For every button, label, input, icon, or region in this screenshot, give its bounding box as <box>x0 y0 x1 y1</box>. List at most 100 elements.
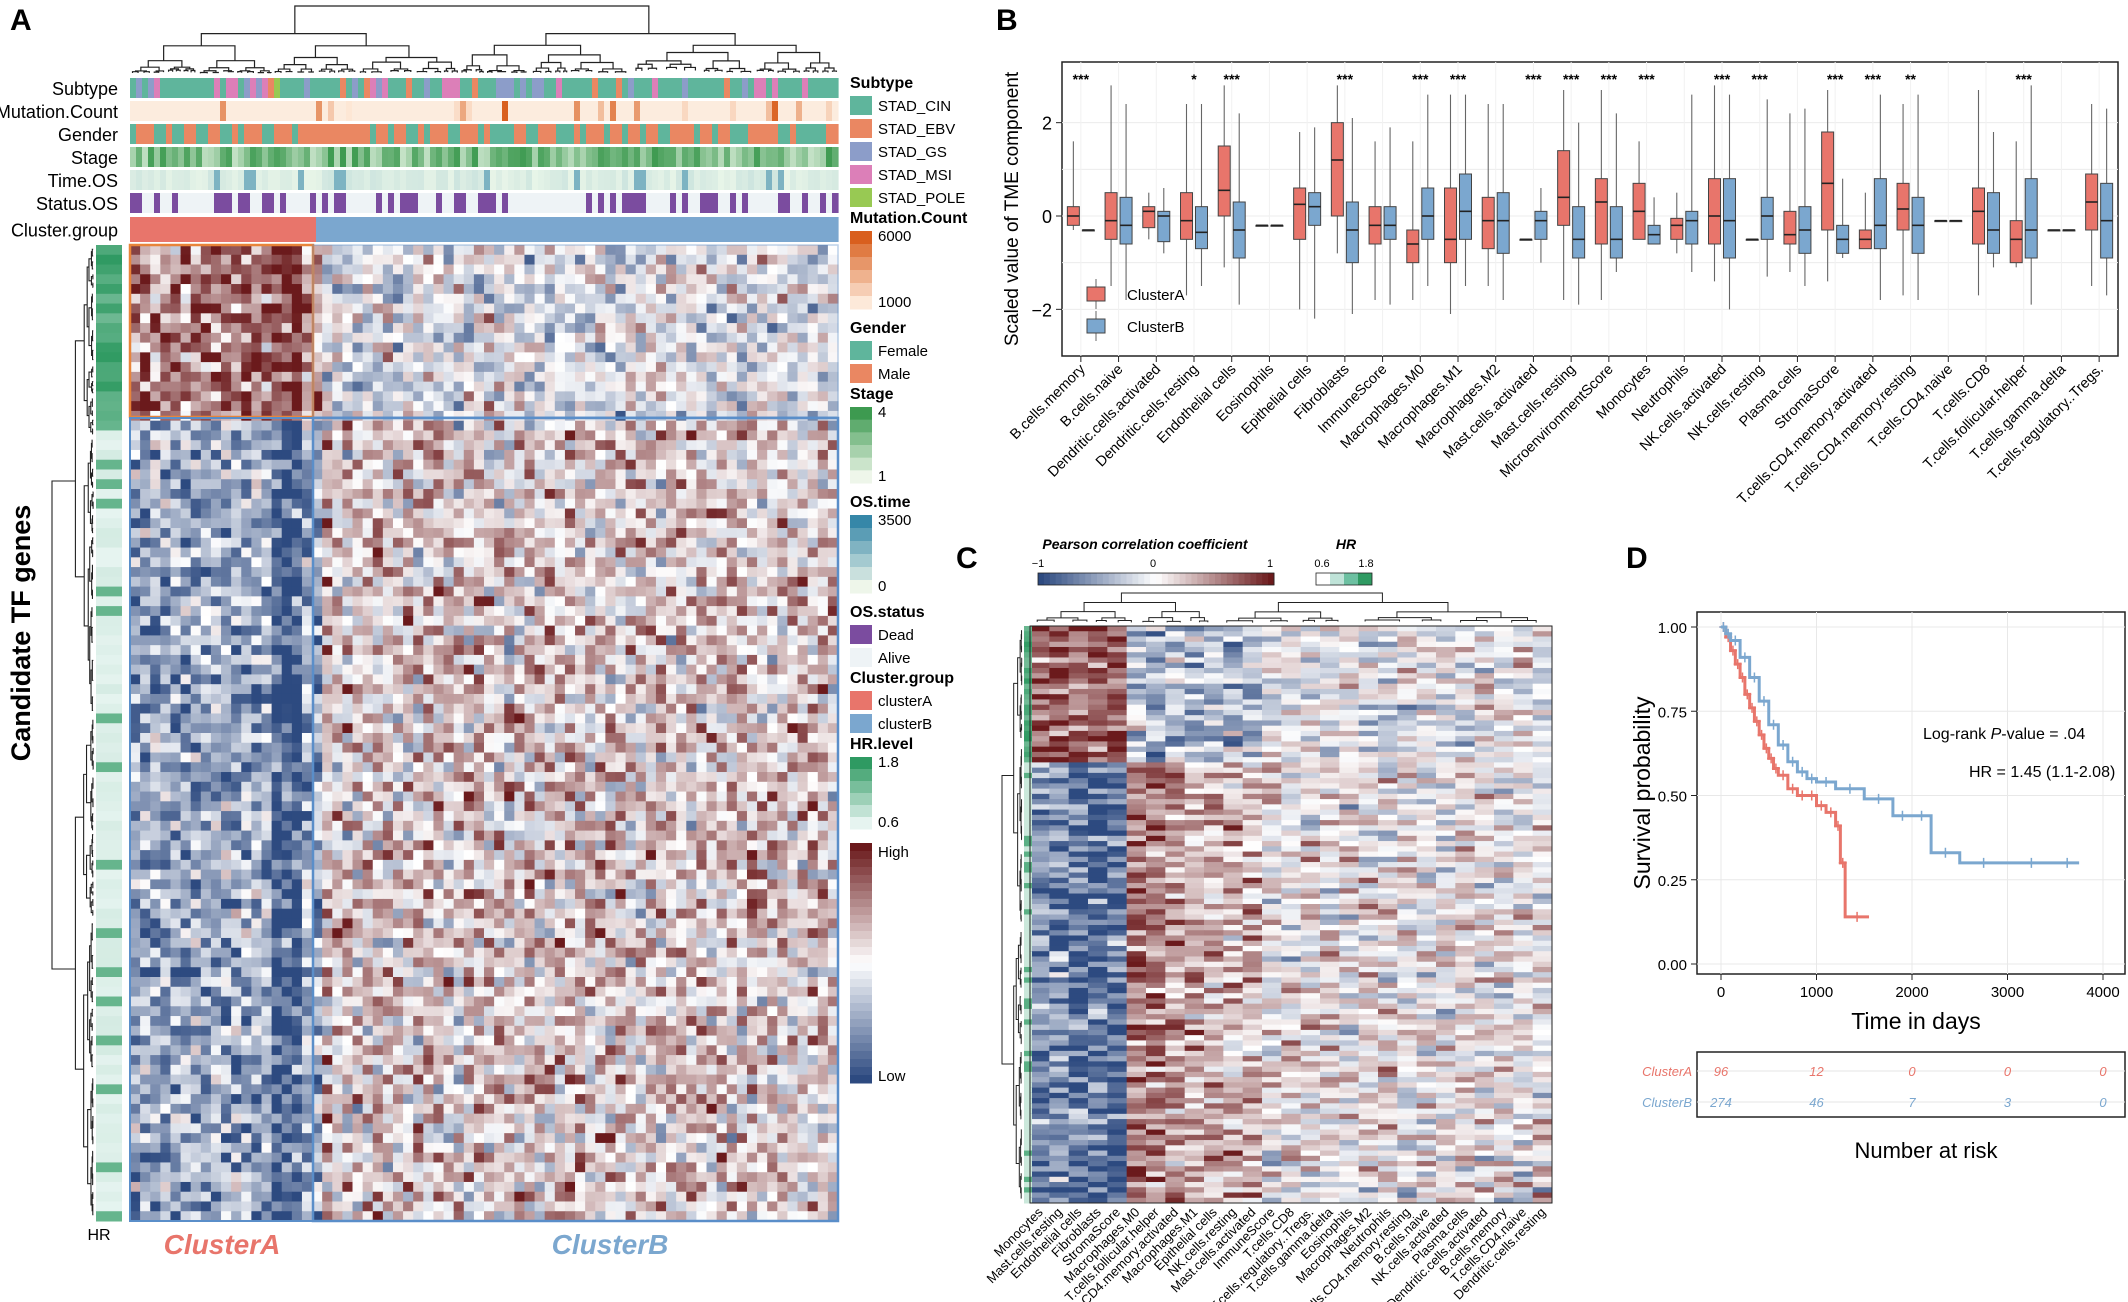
subtype-cell <box>238 78 245 98</box>
heatmap-cell <box>423 684 434 695</box>
heatmap-cell <box>150 654 161 666</box>
heatmap-cell <box>524 625 536 636</box>
heatmap-cell <box>210 401 222 412</box>
heatmap-cell <box>736 684 748 695</box>
heatmap-cell <box>271 489 283 500</box>
heatmap-cell <box>746 332 758 344</box>
heatmap-cell <box>736 781 748 793</box>
heatmap-cell <box>696 293 708 305</box>
mutation-cell <box>532 101 539 121</box>
heatmap-cell <box>676 723 687 734</box>
heatmap-cell <box>544 342 556 353</box>
heatmap-cell <box>504 537 515 549</box>
heatmap-cell <box>696 498 708 510</box>
heatmap-cell <box>433 557 445 568</box>
heatmap-cell <box>666 733 677 744</box>
heatmap-cell <box>352 245 364 256</box>
heatmap-cell <box>130 420 141 431</box>
heatmap-cell <box>453 323 465 334</box>
heatmap-cell <box>403 752 414 763</box>
heatmap-cell <box>615 284 627 295</box>
heatmap-cell <box>362 528 374 539</box>
heatmap-cell <box>261 576 273 588</box>
heatmap-cell <box>615 567 627 578</box>
heatmap-cell <box>160 479 171 490</box>
heatmap-cell <box>231 684 242 695</box>
heatmap-cell <box>453 381 465 392</box>
heatmap-cell <box>170 381 182 392</box>
heatmap-cell <box>736 723 748 734</box>
heatmap-cell <box>301 752 313 763</box>
heatmap-cell <box>382 713 394 724</box>
heatmap-cell <box>362 352 374 363</box>
heatmap-cell <box>221 352 232 363</box>
heatmap-cell <box>726 791 738 802</box>
heatmap-cell <box>352 654 364 666</box>
dendrogram-branch <box>404 70 412 72</box>
heatmap-cell <box>291 479 303 490</box>
status-cell <box>328 193 335 213</box>
heatmap-cell <box>251 781 262 793</box>
heatmap-cell <box>453 703 465 714</box>
heatmap-cell <box>564 693 576 705</box>
heatmap-cell <box>150 371 161 383</box>
gender-cell <box>826 124 833 144</box>
heatmap-cell <box>140 674 151 685</box>
heatmap-cell <box>413 469 424 480</box>
heatmap-cell <box>514 537 525 549</box>
heatmap-cell <box>180 430 192 441</box>
heatmap-cell <box>160 586 171 597</box>
heatmap-cell <box>413 479 424 490</box>
heatmap-cell <box>473 459 485 470</box>
heatmap-cell <box>524 791 536 802</box>
heatmap-cell <box>736 430 748 441</box>
ostime-cell <box>376 170 383 190</box>
heatmap-cell <box>352 508 364 519</box>
heatmap-cell <box>190 772 202 783</box>
mutation-cell <box>718 101 725 121</box>
heatmap-cell <box>807 274 819 285</box>
heatmap-cell <box>757 498 768 510</box>
heatmap-cell <box>726 352 738 363</box>
heatmap-cell <box>210 576 222 588</box>
heatmap-cell <box>645 332 657 344</box>
cluster-cell <box>298 217 305 242</box>
heatmap-cell <box>170 391 182 402</box>
heatmap-cell <box>736 586 748 597</box>
heatmap-cell <box>200 274 212 285</box>
heatmap-cell <box>787 498 799 510</box>
heatmap-cell <box>392 762 404 773</box>
heatmap-cell <box>332 401 343 412</box>
heatmap-cell <box>524 557 536 568</box>
heatmap-cell <box>241 342 252 353</box>
heatmap-cell <box>322 342 333 353</box>
cluster-cell <box>142 217 149 242</box>
heatmap-cell <box>514 674 525 685</box>
heatmap-cell <box>746 459 758 470</box>
heatmap-cell <box>413 762 424 773</box>
heatmap-cell <box>251 352 262 363</box>
heatmap-cell <box>241 245 252 256</box>
heatmap-cell <box>271 537 283 549</box>
cluster-cell <box>616 217 623 242</box>
gender-cell <box>448 124 455 144</box>
heatmap-cell <box>635 401 647 412</box>
heatmap-cell <box>645 284 657 295</box>
heatmap-cell <box>473 479 485 490</box>
heatmap-cell <box>595 245 606 256</box>
heatmap-cell <box>443 713 455 724</box>
heatmap-cell <box>797 264 809 275</box>
cluster-cell <box>316 217 323 242</box>
stage-cell <box>400 147 407 167</box>
heatmap-cell <box>484 479 495 490</box>
dendrogram-branch <box>486 70 493 73</box>
heatmap-cell <box>473 645 485 656</box>
heatmap-cell <box>221 781 232 793</box>
subtype-cell <box>628 78 635 98</box>
heatmap-cell <box>686 352 697 363</box>
heatmap-cell <box>291 625 303 636</box>
heatmap-cell <box>736 459 748 470</box>
heatmap-cell <box>534 742 546 754</box>
heatmap-cell <box>160 430 171 441</box>
heatmap-cell <box>362 489 374 500</box>
